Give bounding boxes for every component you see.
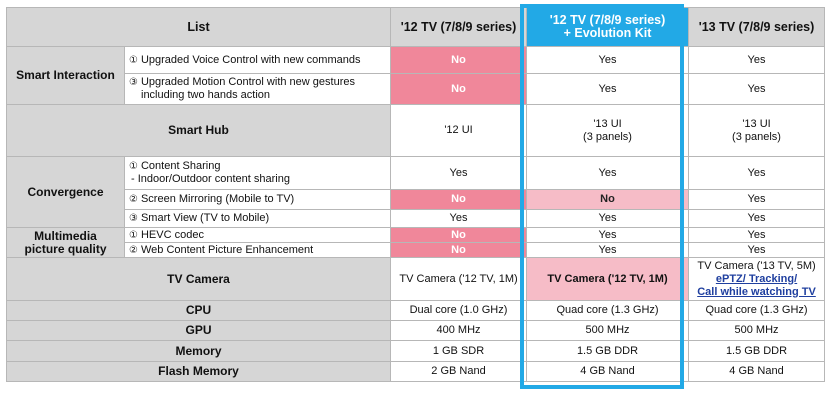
table-row: GPU 400 MHz 500 MHz 500 MHz <box>5 320 826 341</box>
feature-voice-control: ① Upgraded Voice Control with new command… <box>123 46 392 74</box>
cell-yes: Yes <box>688 242 826 258</box>
cell-flash-evo: 4 GB Nand <box>526 361 690 382</box>
table-row: CPU Dual core (1.0 GHz) Quad core (1.3 G… <box>5 300 826 321</box>
cell-13-ui: '13 UI (3 panels) <box>526 104 690 157</box>
header-13tv: '13 TV (7/8/9 series) <box>688 7 826 47</box>
cell-cpu-13: Quad core (1.3 GHz) <box>688 300 826 321</box>
cell-cpu-evo: Quad core (1.3 GHz) <box>526 300 690 321</box>
table-row: ② Web Content Picture Enhancement No Yes … <box>7 242 826 258</box>
cell-yes: Yes <box>526 242 690 258</box>
category-convergence: Convergence <box>6 156 125 228</box>
category-gpu: GPU <box>5 320 392 341</box>
cell-yes: Yes <box>526 209 690 228</box>
cell-no: No <box>390 189 528 210</box>
cell-flash-12: 2 GB Nand <box>390 361 528 382</box>
category-smart-hub: Smart Hub <box>5 104 392 157</box>
cell-yes: Yes <box>526 46 690 74</box>
feature-content-sharing: ① Content Sharing - Indoor/Outdoor conten… <box>123 156 392 190</box>
cell-memory-12: 1 GB SDR <box>390 340 528 362</box>
cell-flash-13: 4 GB Nand <box>688 361 826 382</box>
feature-hevc: ① HEVC codec <box>123 227 392 243</box>
category-smart-interaction: Smart Interaction <box>6 46 125 105</box>
category-multimedia: Multimedia picture quality <box>6 227 125 258</box>
cell-yes: Yes <box>390 209 528 228</box>
tv-comparison-table: List '12 TV (7/8/9 series) '12 TV (7/8/9… <box>5 7 826 382</box>
cell-yes: Yes <box>390 156 528 190</box>
category-tv-camera: TV Camera <box>5 257 392 301</box>
cell-cpu-12: Dual core (1.0 GHz) <box>390 300 528 321</box>
cell-camera-evo: TV Camera ('12 TV, 1M) <box>526 257 690 301</box>
cell-yes: Yes <box>688 189 826 210</box>
header-evo-line1: '12 TV (7/8/9 series) <box>549 13 666 27</box>
cell-13-ui: '13 UI (3 panels) <box>688 104 826 157</box>
table-row: Smart Hub '12 UI '13 UI (3 panels) '13 UI… <box>5 104 826 157</box>
table-row: ② Screen Mirroring (Mobile to TV) No No Y… <box>7 189 826 210</box>
cell-yes: Yes <box>526 156 690 190</box>
cell-yes: Yes <box>526 227 690 243</box>
cell-yes: Yes <box>688 227 826 243</box>
cell-12-ui: '12 UI <box>390 104 528 157</box>
feature-smart-view: ③ Smart View (TV to Mobile) <box>123 209 392 228</box>
table-row: Flash Memory 2 GB Nand 4 GB Nand 4 GB Na… <box>5 361 826 382</box>
cell-yes: Yes <box>688 209 826 228</box>
category-flash-memory: Flash Memory <box>5 361 392 382</box>
cell-gpu-evo: 500 MHz <box>526 320 690 341</box>
cell-memory-13: 1.5 GB DDR <box>688 340 826 362</box>
cell-no: No <box>390 46 528 74</box>
cell-no: No <box>390 73 528 105</box>
cell-memory-evo: 1.5 GB DDR <box>526 340 690 362</box>
table-row: TV Camera TV Camera ('12 TV, 1M) TV Came… <box>5 257 826 301</box>
table-row: Smart Interaction ① Upgraded Voice Contro… <box>6 46 826 105</box>
comparison-table-container: List '12 TV (7/8/9 series) '12 TV (7/8/9… <box>5 7 826 382</box>
cell-no: No <box>390 227 528 243</box>
table-row: ③ Smart View (TV to Mobile) Yes Yes Yes <box>7 209 826 228</box>
feature-motion-control: ③ Upgraded Motion Control with new gestur… <box>123 73 392 105</box>
category-cpu: CPU <box>5 300 392 321</box>
cell-no: No <box>390 242 528 258</box>
table-row: Convergence ① Content Sharing - Indoor/Ou… <box>6 156 826 228</box>
feature-screen-mirroring: ② Screen Mirroring (Mobile to TV) <box>123 189 392 210</box>
cell-yes: Yes <box>688 73 826 105</box>
cell-camera-13: TV Camera ('13 TV, 5M) ePTZ/ Tracking/ C… <box>688 257 826 301</box>
category-memory: Memory <box>5 340 392 362</box>
header-list: List <box>5 7 392 47</box>
table-row: Memory 1 GB SDR 1.5 GB DDR 1.5 GB DDR <box>5 340 826 362</box>
cell-yes: Yes <box>526 73 690 105</box>
table-row: ③ Upgraded Motion Control with new gestur… <box>7 73 826 105</box>
header-evolution-kit: '12 TV (7/8/9 series) + Evolution Kit <box>526 7 690 47</box>
feature-web-content-pq: ② Web Content Picture Enhancement <box>123 242 392 258</box>
cell-gpu-12: 400 MHz <box>390 320 528 341</box>
cell-yes: Yes <box>688 156 826 190</box>
cell-yes: Yes <box>688 46 826 74</box>
cell-camera-12: TV Camera ('12 TV, 1M) <box>390 257 528 301</box>
table-row: Multimedia picture quality ① HEVC codec No… <box>6 227 826 258</box>
cell-no: No <box>526 189 690 210</box>
header-12tv: '12 TV (7/8/9 series) <box>390 7 528 47</box>
header-row: List '12 TV (7/8/9 series) '12 TV (7/8/9… <box>5 7 826 47</box>
cell-gpu-13: 500 MHz <box>688 320 826 341</box>
header-evo-line2: + Evolution Kit <box>563 26 652 40</box>
